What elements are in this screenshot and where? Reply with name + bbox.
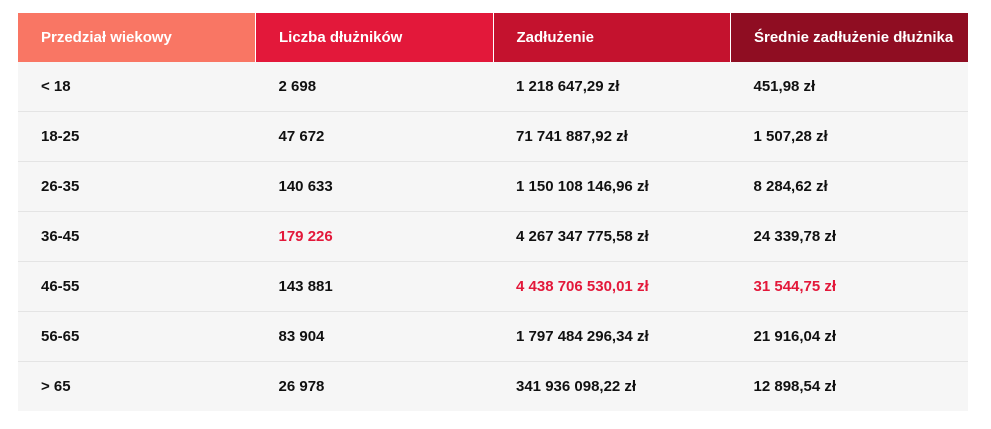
cell-debtor-count: 140 633 [255, 161, 493, 212]
cell-debtor-count: 26 978 [255, 361, 493, 411]
cell-total-debt-highlighted: 4 438 706 530,01 zł [493, 261, 731, 312]
cell-average-debt: 1 507,28 zł [730, 111, 968, 162]
debt-by-age-table-container: Przedział wiekowy Liczba dłużników Zadłu… [18, 13, 968, 411]
cell-total-debt: 341 936 098,22 zł [493, 361, 731, 411]
cell-average-debt: 24 339,78 zł [730, 211, 968, 262]
cell-total-debt: 71 741 887,92 zł [493, 111, 731, 162]
table-row: 46-55 143 881 4 438 706 530,01 zł 31 544… [18, 261, 968, 312]
cell-total-debt: 1 218 647,29 zł [493, 62, 731, 112]
cell-average-debt: 12 898,54 zł [730, 361, 968, 411]
cell-age-range: 36-45 [18, 211, 256, 262]
cell-debtor-count: 47 672 [255, 111, 493, 162]
table-row: 36-45 179 226 4 267 347 775,58 zł 24 339… [18, 211, 968, 262]
cell-debtor-count: 143 881 [255, 261, 493, 312]
cell-debtor-count-highlighted: 179 226 [255, 211, 493, 262]
table-row: 56-65 83 904 1 797 484 296,34 zł 21 916,… [18, 311, 968, 362]
header-debtor-count: Liczba dłużników [255, 13, 494, 62]
cell-age-range: 26-35 [18, 161, 256, 212]
cell-age-range: 18-25 [18, 111, 256, 162]
cell-average-debt: 451,98 zł [730, 62, 968, 112]
cell-age-range: 56-65 [18, 311, 256, 362]
cell-total-debt: 1 150 108 146,96 zł [493, 161, 731, 212]
cell-age-range: 46-55 [18, 261, 256, 312]
cell-debtor-count: 83 904 [255, 311, 493, 362]
table-header: Przedział wiekowy Liczba dłużników Zadłu… [18, 13, 968, 62]
header-average-debt: Średnie zadłużenie dłużnika [730, 13, 968, 62]
cell-age-range: < 18 [18, 62, 256, 112]
table-row: 26-35 140 633 1 150 108 146,96 zł 8 284,… [18, 161, 968, 212]
cell-age-range: > 65 [18, 361, 256, 411]
cell-debtor-count: 2 698 [255, 62, 493, 112]
debt-by-age-table: Przedział wiekowy Liczba dłużników Zadłu… [18, 13, 968, 411]
table-row: < 18 2 698 1 218 647,29 zł 451,98 zł [18, 62, 968, 112]
cell-total-debt: 4 267 347 775,58 zł [493, 211, 731, 262]
cell-average-debt: 8 284,62 zł [730, 161, 968, 212]
cell-average-debt: 21 916,04 zł [730, 311, 968, 362]
header-row: Przedział wiekowy Liczba dłużników Zadłu… [18, 13, 968, 62]
table-row: 18-25 47 672 71 741 887,92 zł 1 507,28 z… [18, 111, 968, 162]
table-body: < 18 2 698 1 218 647,29 zł 451,98 zł 18-… [18, 62, 968, 411]
cell-average-debt-highlighted: 31 544,75 zł [730, 261, 968, 312]
header-total-debt: Zadłużenie [493, 13, 731, 62]
cell-total-debt: 1 797 484 296,34 zł [493, 311, 731, 362]
header-age-range: Przedział wiekowy [18, 13, 256, 62]
table-row: > 65 26 978 341 936 098,22 zł 12 898,54 … [18, 361, 968, 411]
